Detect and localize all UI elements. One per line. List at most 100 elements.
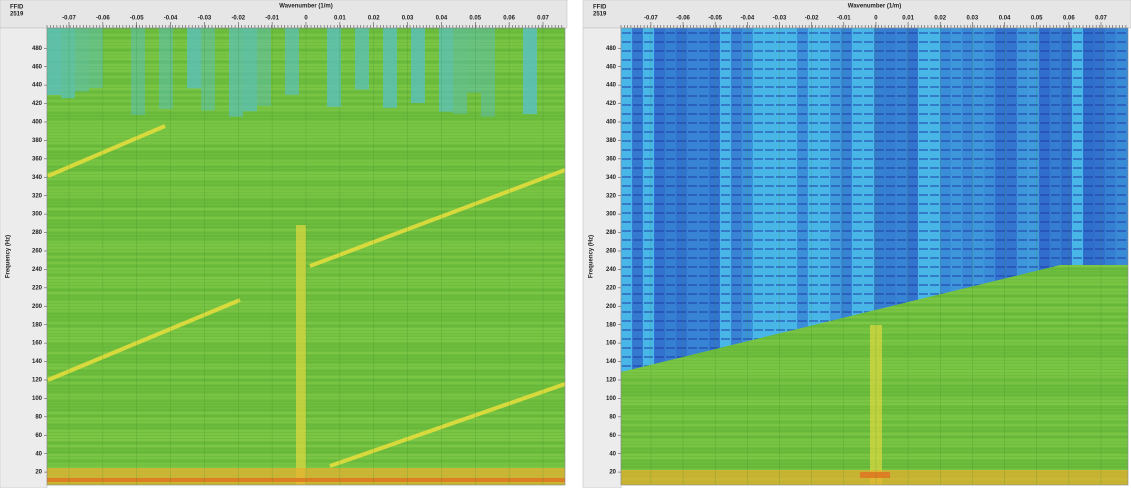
dash (908, 77, 917, 79)
dash (699, 95, 708, 97)
dash (732, 239, 741, 241)
dash (1117, 221, 1126, 223)
dash (765, 104, 774, 106)
y-tick-label: 60 (609, 433, 616, 439)
dash (1117, 176, 1126, 178)
dash (710, 140, 719, 142)
dash (985, 158, 994, 160)
dash (842, 311, 851, 313)
dash (1018, 131, 1027, 133)
dash (1018, 185, 1027, 187)
dash (897, 122, 906, 124)
dash (798, 311, 807, 313)
dash (941, 131, 950, 133)
dash (809, 185, 818, 187)
dash (666, 329, 675, 331)
dash (633, 68, 642, 70)
dash (655, 221, 664, 223)
dash (875, 248, 884, 250)
dash (633, 194, 642, 196)
dash (919, 113, 928, 115)
dash (930, 32, 939, 34)
dash (677, 77, 686, 79)
dash (963, 266, 972, 268)
dash (809, 293, 818, 295)
column (296, 225, 306, 485)
dash (622, 311, 631, 313)
dash (952, 266, 961, 268)
dash (677, 59, 686, 61)
dash (974, 140, 983, 142)
dash (776, 311, 785, 313)
dash (809, 194, 818, 196)
dash (1117, 59, 1126, 61)
dash (754, 311, 763, 313)
dash (644, 59, 653, 61)
dash (820, 248, 829, 250)
dash (787, 86, 796, 88)
dash (622, 167, 631, 169)
dash (831, 50, 840, 52)
dash (963, 257, 972, 259)
dash (1062, 248, 1071, 250)
dash (776, 275, 785, 277)
dash (721, 158, 730, 160)
dash (842, 167, 851, 169)
dash (798, 293, 807, 295)
x-tick-label: 0.02 (368, 16, 380, 22)
dash (864, 158, 873, 160)
dash (886, 32, 895, 34)
dash (798, 68, 807, 70)
dash (809, 320, 818, 322)
y-tick-label: 320 (606, 193, 617, 199)
dash (655, 248, 664, 250)
dash (985, 212, 994, 214)
dash (787, 95, 796, 97)
dash (655, 68, 664, 70)
dash (952, 167, 961, 169)
dash (622, 239, 631, 241)
dash (820, 41, 829, 43)
dash (633, 50, 642, 52)
dash (677, 50, 686, 52)
dash (952, 284, 961, 286)
dash (732, 158, 741, 160)
dash (930, 167, 939, 169)
dash (1095, 77, 1104, 79)
dash (655, 50, 664, 52)
dash (842, 104, 851, 106)
dash (655, 203, 664, 205)
dash (666, 338, 675, 340)
dash (798, 248, 807, 250)
dash (798, 257, 807, 259)
dash (732, 266, 741, 268)
y-tick-label: 220 (32, 285, 43, 291)
dash (699, 329, 708, 331)
dash (1106, 158, 1115, 160)
dash (787, 77, 796, 79)
dash (875, 212, 884, 214)
dash (688, 239, 697, 241)
dash (985, 122, 994, 124)
dash (765, 77, 774, 79)
dash (952, 113, 961, 115)
dash (666, 167, 675, 169)
dash (677, 122, 686, 124)
dash (996, 122, 1005, 124)
dash (831, 176, 840, 178)
dash (765, 320, 774, 322)
dash (963, 230, 972, 232)
dash (666, 59, 675, 61)
dash (919, 32, 928, 34)
dash (1062, 77, 1071, 79)
dash (963, 248, 972, 250)
dash (996, 203, 1005, 205)
dash (941, 284, 950, 286)
x-tick-label: -0.05 (130, 16, 144, 22)
dash (655, 104, 664, 106)
dash (952, 248, 961, 250)
y-tick-label: 80 (609, 414, 616, 420)
dash (1084, 203, 1093, 205)
dash (798, 221, 807, 223)
dash (655, 275, 664, 277)
